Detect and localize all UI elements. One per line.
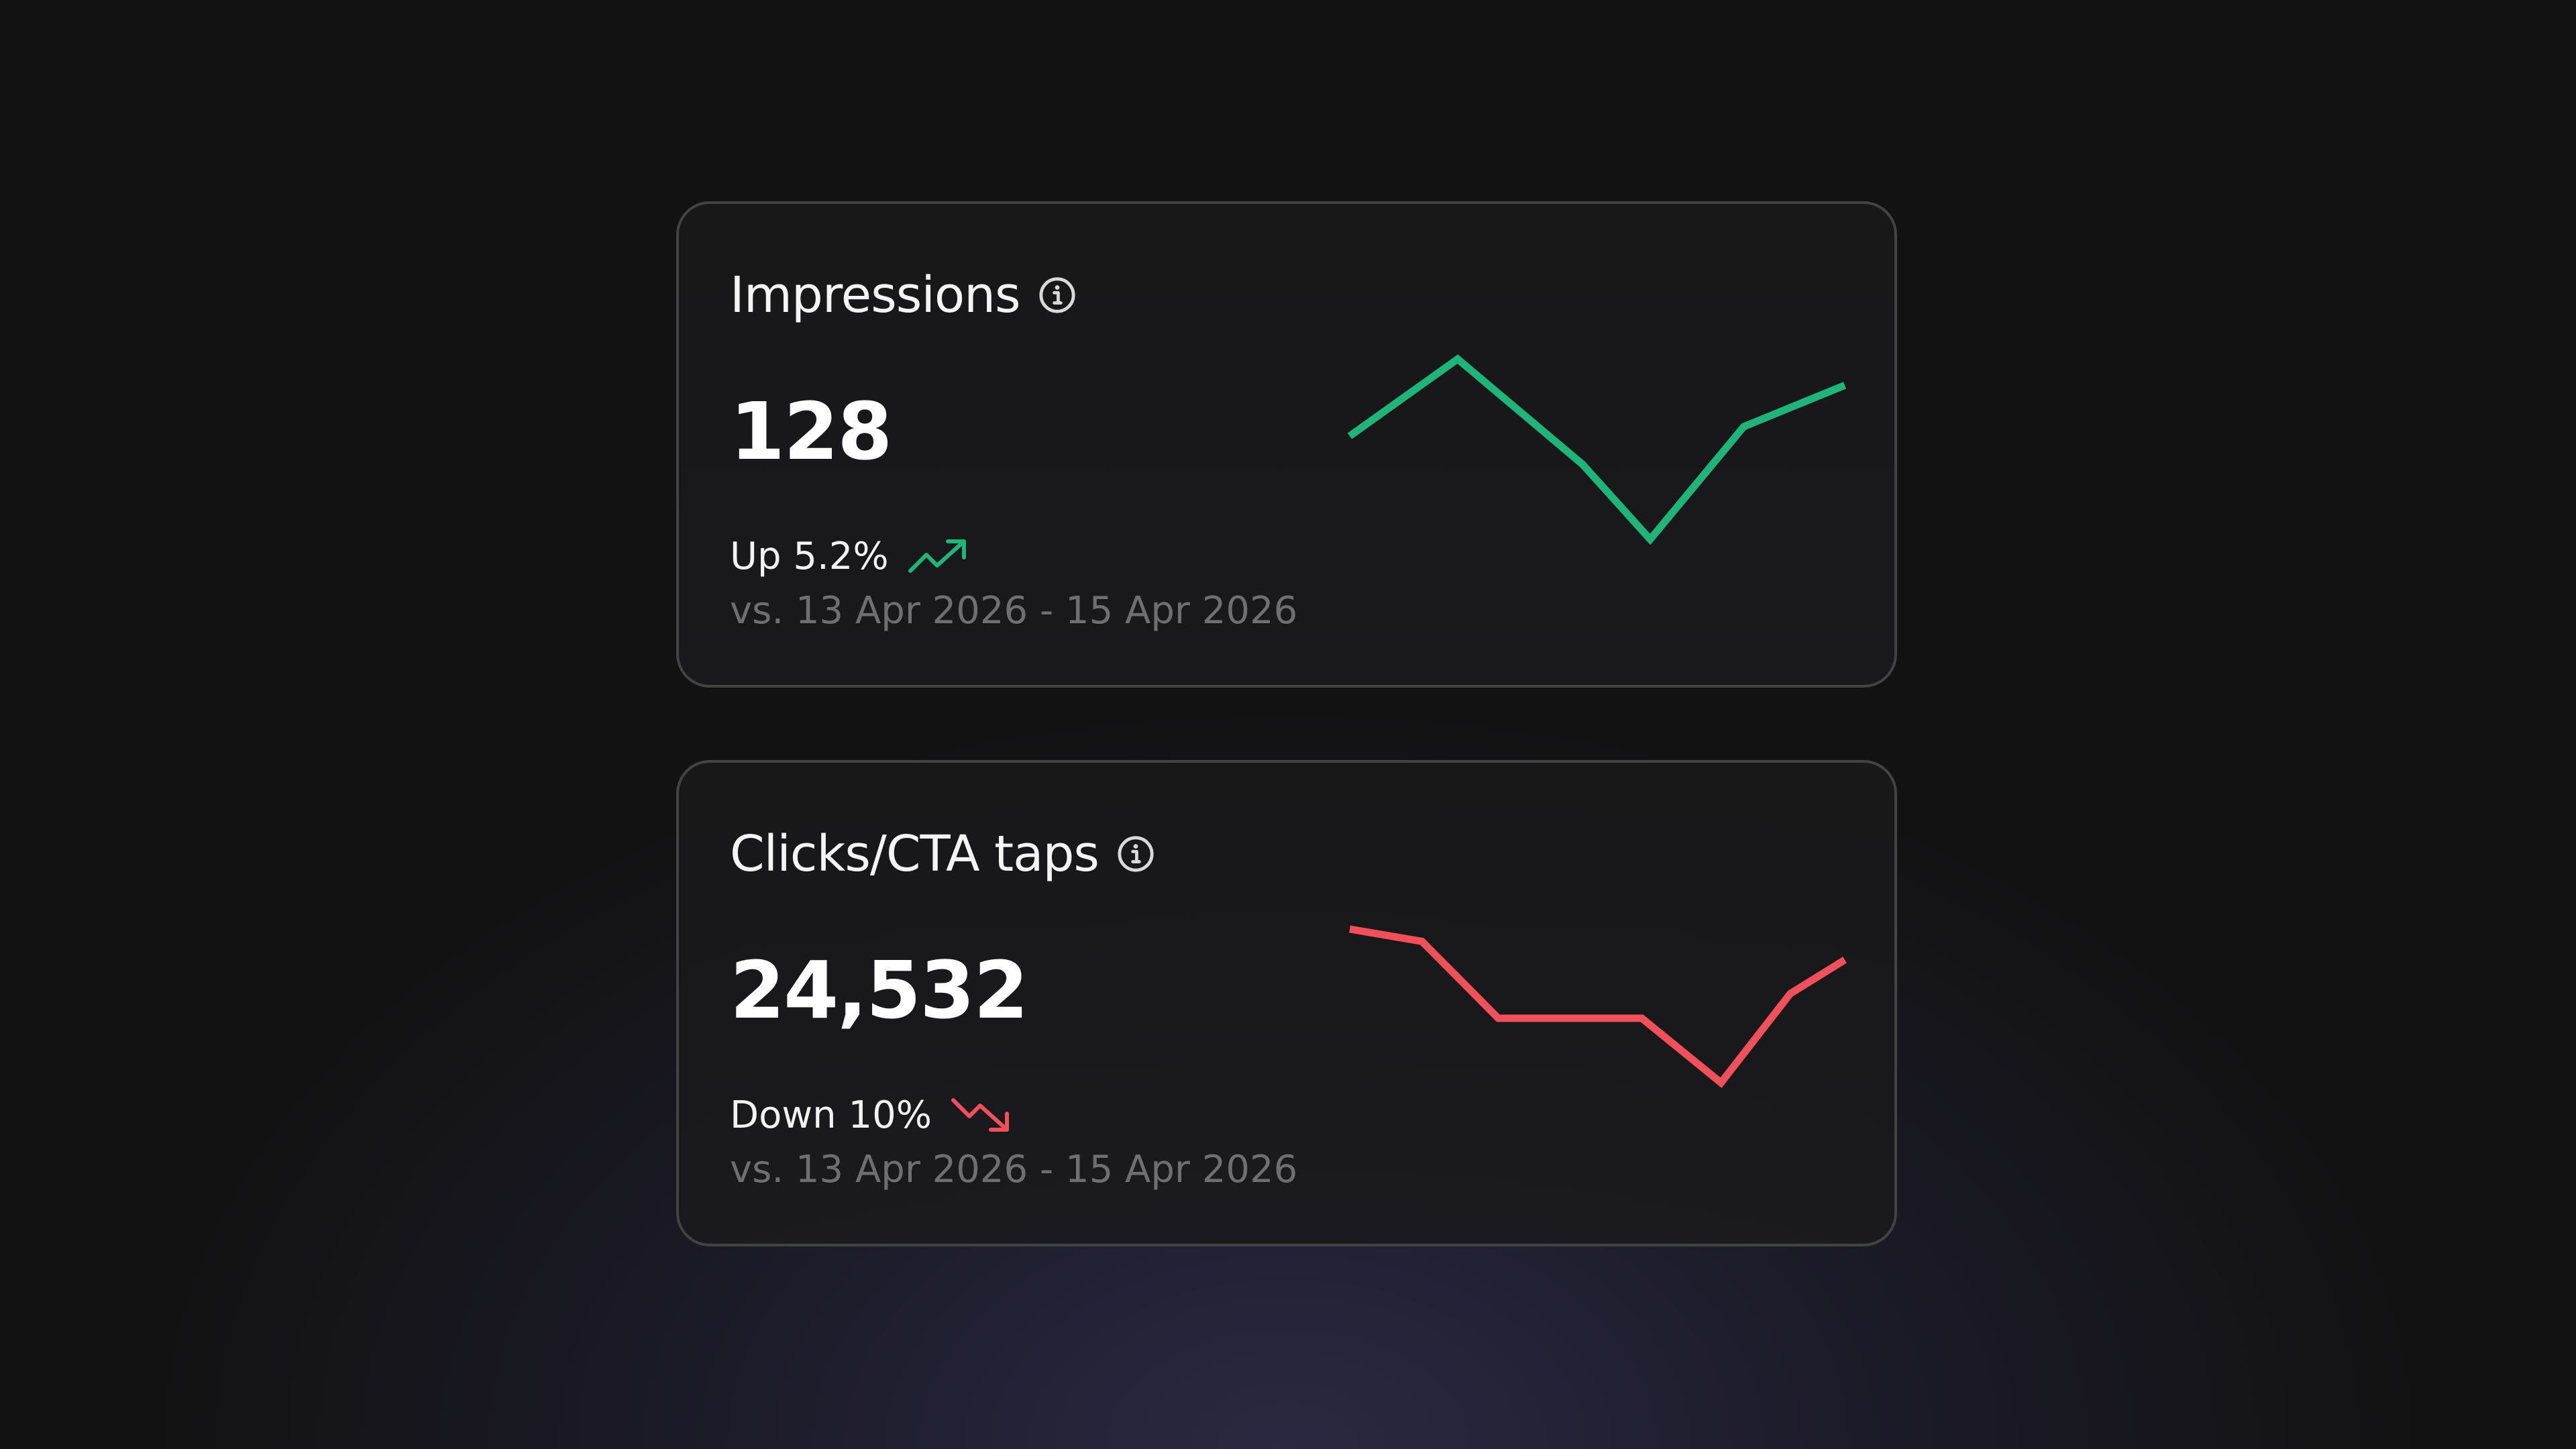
metric-value: 128 [730, 385, 892, 478]
info-icon[interactable] [1038, 276, 1077, 315]
impressions-card: Impressions 128 Up 5.2% vs. 13 Apr 2026 … [676, 201, 1897, 688]
sparkline-series [1349, 925, 1847, 1088]
change-label: Down 10% [730, 1093, 932, 1137]
comparison-period: vs. 13 Apr 2026 - 15 Apr 2026 [730, 589, 1298, 633]
metric-value: 24,532 [730, 944, 1028, 1036]
change-row: Up 5.2% [730, 526, 972, 586]
trend-down-icon [951, 1095, 1015, 1135]
change-label: Up 5.2% [730, 534, 889, 578]
comparison-period: vs. 13 Apr 2026 - 15 Apr 2026 [730, 1148, 1298, 1191]
change-row: Down 10% [730, 1085, 1015, 1145]
sparkline-series [1347, 354, 1847, 545]
card-title-row: Impressions [730, 262, 1077, 329]
card-title: Clicks/CTA taps [730, 825, 1099, 883]
card-title: Impressions [730, 266, 1021, 324]
card-title-row: Clicks/CTA taps [730, 820, 1155, 888]
trend-up-icon [908, 536, 972, 576]
info-icon[interactable] [1116, 835, 1155, 873]
clicks-card: Clicks/CTA taps 24,532 Down 10% vs. 13 A… [676, 760, 1897, 1246]
